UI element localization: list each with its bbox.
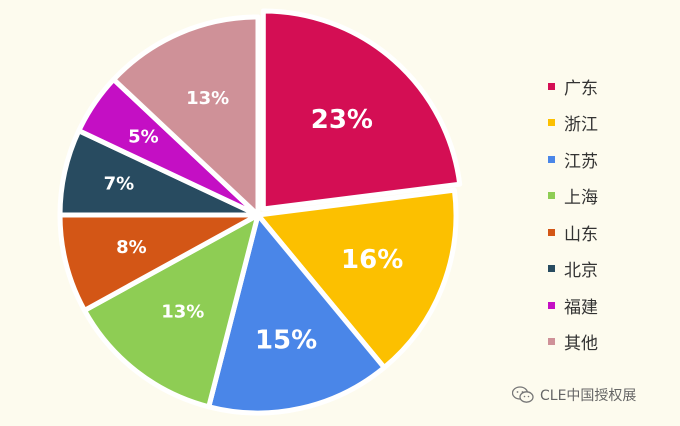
pie-slice-3	[206, 212, 387, 416]
legend-swatch	[548, 192, 555, 200]
legend-item-7: 福建	[548, 287, 598, 324]
watermark: CLE中国授权展	[512, 385, 636, 405]
pie-slice-1	[260, 8, 463, 212]
legend-label: 上海	[564, 188, 598, 209]
legend: 广东浙江江苏上海山东北京福建其他	[548, 68, 598, 360]
legend-swatch	[548, 265, 555, 273]
legend-item-2: 浙江	[548, 105, 598, 142]
slice-label-8: 13%	[186, 88, 229, 109]
legend-swatch	[548, 228, 555, 236]
legend-swatch	[548, 82, 555, 90]
slice-label-5: 8%	[116, 237, 147, 258]
pie-slice-4	[81, 212, 261, 410]
legend-swatch	[548, 155, 555, 163]
wechat-icon	[512, 386, 534, 403]
legend-item-3: 江苏	[548, 141, 598, 178]
slice-label-4: 13%	[161, 301, 204, 322]
pie-slice-8	[111, 14, 261, 218]
slice-label-6: 7%	[104, 173, 135, 194]
legend-label: 北京	[564, 261, 598, 282]
legend-item-6: 北京	[548, 251, 598, 288]
legend-swatch	[548, 338, 555, 346]
legend-label: 浙江	[564, 115, 598, 136]
pie-labels: 23% 16% 15% 13% 8% 7% 5% 13%	[104, 88, 404, 355]
legend-label: 其他	[564, 334, 598, 355]
legend-item-5: 山东	[548, 214, 598, 251]
legend-swatch	[548, 301, 555, 309]
legend-item-4: 上海	[548, 178, 598, 215]
legend-item-8: 其他	[548, 324, 598, 361]
legend-label: 山东	[564, 224, 598, 245]
legend-label: 广东	[564, 78, 598, 99]
pie-slice-2	[255, 187, 459, 371]
slice-label-3: 15%	[255, 326, 317, 356]
legend-label: 江苏	[564, 151, 598, 172]
slice-label-2: 16%	[341, 245, 403, 275]
pie-slices	[57, 8, 463, 416]
legend-item-1: 广东	[548, 68, 598, 105]
slice-label-1: 23%	[311, 105, 373, 135]
legend-label: 福建	[564, 297, 598, 318]
legend-swatch	[548, 119, 555, 127]
slice-label-7: 5%	[128, 127, 159, 148]
watermark-text: CLE中国授权展	[540, 388, 637, 404]
